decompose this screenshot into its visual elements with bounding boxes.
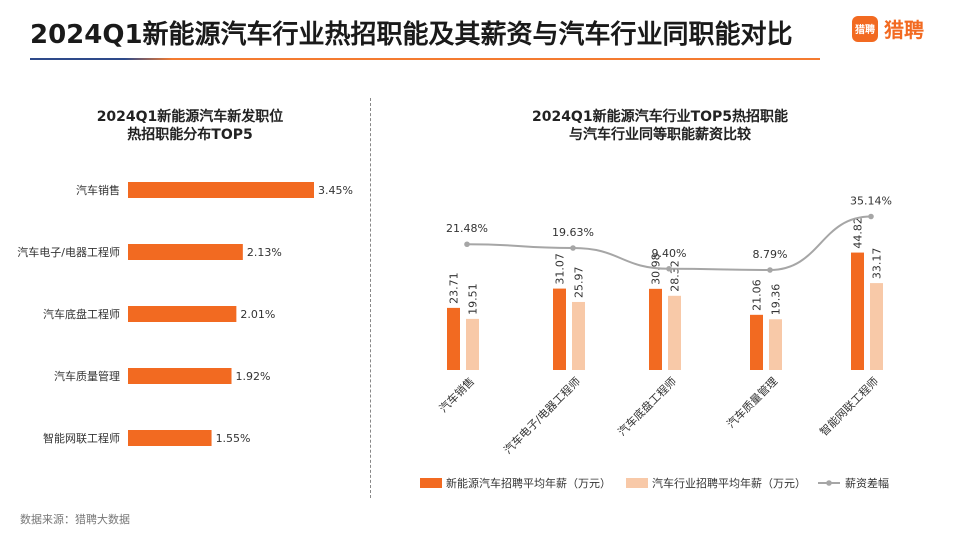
legend-label-diff: 薪资差幅 [845,476,889,490]
bar [128,368,232,384]
bar-auto [769,319,782,370]
bar-auto [572,301,585,370]
category-label: 汽车电子/电器工程师 [17,245,120,259]
data-label-auto: 19.36 [770,284,783,316]
page-title: 2024Q1新能源汽车行业热招职能及其薪资与汽车行业同职能对比 [30,20,793,50]
category-label: 汽车质量管理 [724,374,781,431]
data-label-nev: 21.06 [751,279,764,311]
category-label: 汽车底盘工程师 [43,307,120,321]
category-label: 汽车质量管理 [54,369,120,383]
left-chart-title-line2: 热招职能分布TOP5 [127,127,253,143]
category-label: 汽车销售 [76,183,120,197]
title-underline [30,58,820,60]
bar-auto [466,318,479,370]
left-bar-chart: 汽车销售 3.45% 汽车电子/电器工程师 2.13% 汽车底盘工程师 2.01% 汽车质量… [17,182,353,446]
line-point [666,265,672,272]
data-label-diff: 19.63% [552,226,594,239]
left-chart-title-line1: 2024Q1新能源汽车新发职位 [96,109,284,125]
line-point [570,245,576,251]
data-label: 3.45% [318,184,353,197]
left-chart-title: 2024Q1新能源汽车新发职位 热招职能分布TOP5 [60,108,320,144]
panel-divider [370,98,371,498]
bar [128,306,237,322]
data-label-auto: 28.32 [669,260,682,292]
data-label-diff: 8.79% [753,248,788,261]
legend-swatch-auto [626,478,648,488]
data-label: 1.92% [236,370,271,383]
data-label-nev: 44.82 [852,217,865,249]
logo-icon: 猎聘 [852,15,878,42]
logo-text: 猎聘 [884,18,924,42]
bar-nev [447,307,460,370]
brand-logo: 猎聘 猎聘 [852,14,924,43]
bar-nev [750,314,763,370]
category-label: 智能网联工程师 [43,431,120,445]
bar-nev [649,288,662,370]
bar-nev [851,252,864,370]
data-source-note: 数据来源：猎聘大数据 [20,513,130,526]
bar [128,430,212,446]
data-label-auto: 19.51 [467,283,480,315]
data-label-diff: 21.48% [446,222,488,235]
bar [128,182,314,198]
line-point [868,213,874,220]
right-chart-title-line2: 与汽车行业同等职能薪资比较 [569,127,751,143]
line-point [464,241,470,248]
legend-swatch-nev [420,478,442,488]
category-label: 汽车底盘工程师 [615,374,679,438]
legend-marker-diff [826,480,832,486]
category-label: 汽车电子/电器工程师 [501,374,584,457]
legend-label-nev: 新能源汽车招聘平均年薪（万元） [446,476,611,490]
data-label-nev: 23.71 [448,272,461,304]
bar-auto [668,295,681,370]
right-chart-title-line1: 2024Q1新能源汽车行业TOP5热招职能 [531,109,789,125]
legend-label-auto: 汽车行业招聘平均年薪（万元） [652,476,806,490]
bar [128,244,243,260]
category-label: 汽车销售 [436,374,477,415]
category-label: 智能网联工程师 [817,374,881,438]
data-label-auto: 33.17 [871,248,884,280]
data-label-diff: 9.40% [652,247,687,260]
data-label-auto: 25.97 [573,266,586,298]
bar-auto [870,283,883,370]
line-point [767,267,773,273]
data-label-nev: 31.07 [554,253,567,285]
data-label: 2.01% [240,308,275,321]
right-chart-title: 2024Q1新能源汽车行业TOP5热招职能 与汽车行业同等职能薪资比较 [510,108,810,144]
data-label: 2.13% [247,246,282,259]
bar-nev [553,288,566,370]
data-label: 1.55% [216,432,251,445]
data-label-diff: 35.14% [850,195,892,208]
